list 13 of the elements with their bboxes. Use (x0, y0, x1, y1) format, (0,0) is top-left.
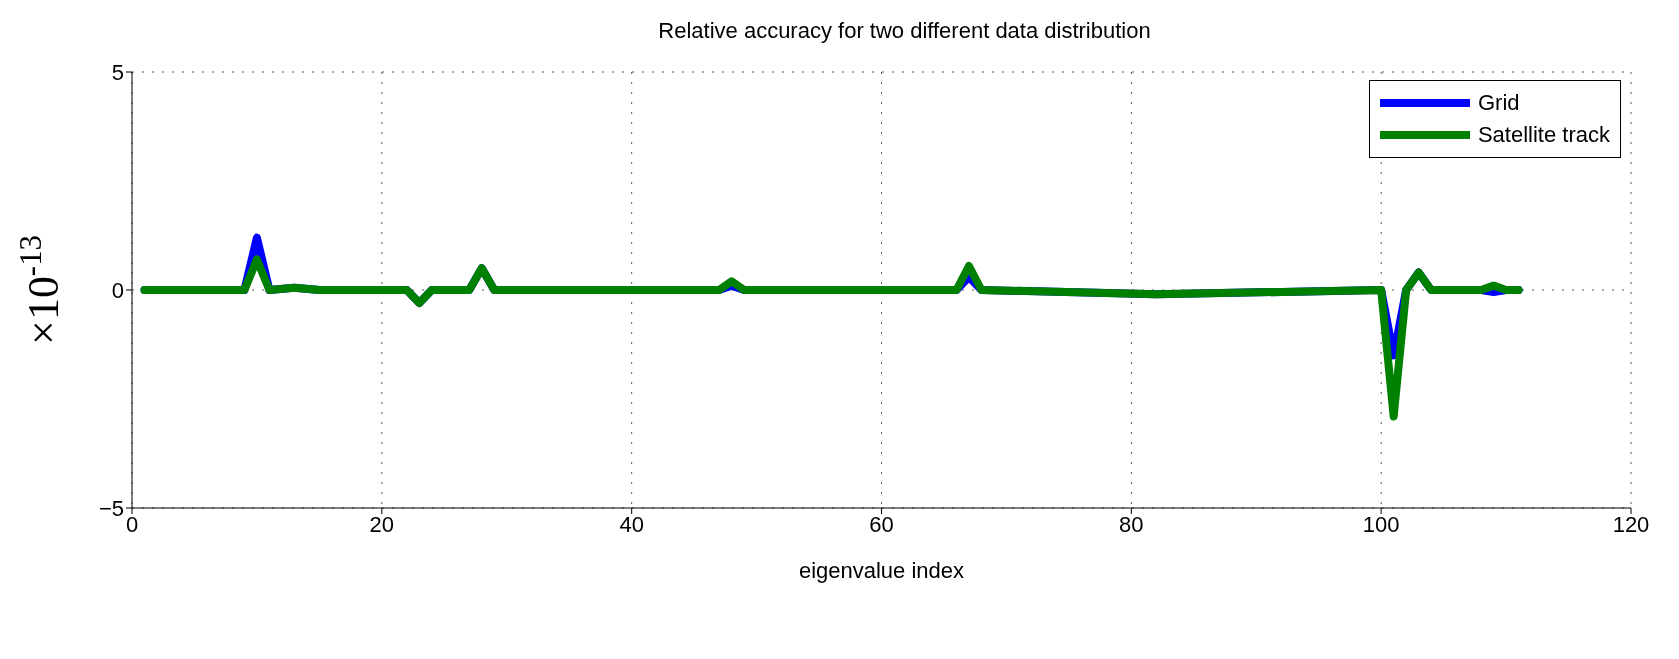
legend-label: Grid (1477, 90, 1520, 116)
x-tick-label: 80 (1119, 511, 1144, 537)
x-tick-label: 40 (619, 511, 644, 537)
y-tick-label: 0 (111, 277, 124, 303)
x-axis-title: eigenvalue index (798, 558, 965, 583)
legend-label: Satellite track (1477, 122, 1610, 148)
x-tick-label: 100 (1362, 511, 1400, 537)
y-tick-label: −5 (98, 495, 124, 521)
chart-title: Relative accuracy for two different data distribution (658, 18, 1151, 43)
x-tick-label: 20 (369, 511, 395, 537)
x-tick-label: 60 (869, 511, 894, 537)
x-tick-label: 120 (1612, 511, 1650, 537)
y-tick-label: 5 (111, 59, 124, 85)
